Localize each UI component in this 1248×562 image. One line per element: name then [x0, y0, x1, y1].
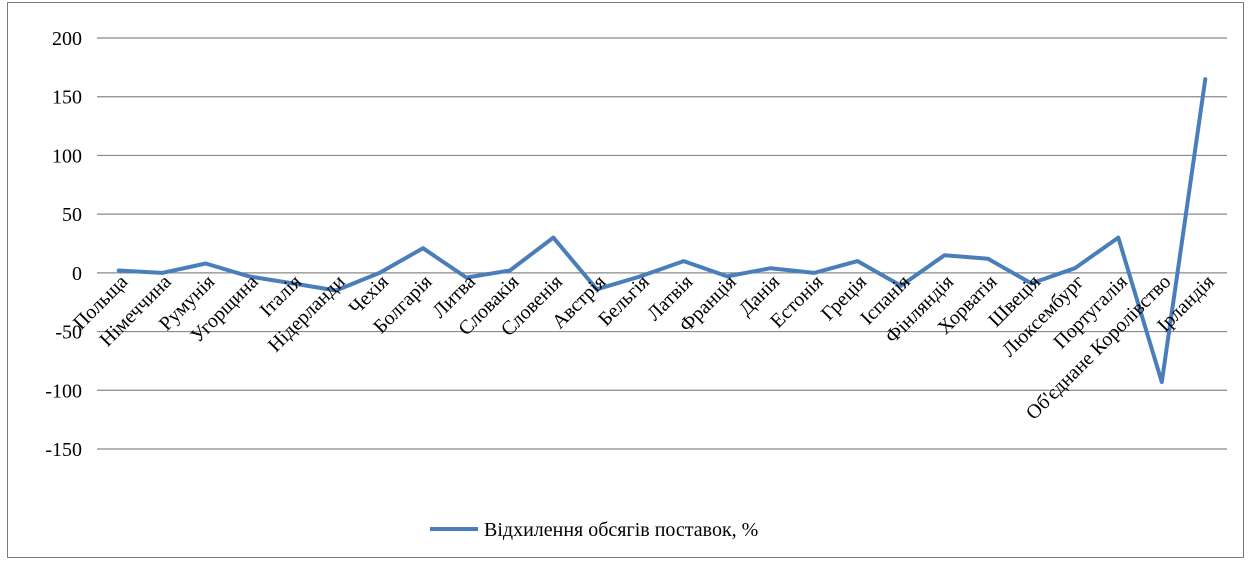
data-point	[508, 269, 512, 272]
y-tick-label: 100	[52, 145, 82, 167]
data-point	[856, 259, 859, 263]
y-tick-label: -150	[45, 439, 82, 461]
category-labels: ПольщаНімеччинаРумуніяУгорщинаІталіяНіде…	[69, 271, 1219, 425]
data-point	[986, 257, 990, 260]
y-tick-label: -100	[45, 380, 82, 402]
data-point	[117, 269, 120, 272]
data-point	[1160, 380, 1164, 384]
series-group	[116, 77, 1208, 385]
gridlines	[97, 37, 1227, 450]
y-tick-label: 0	[72, 263, 82, 285]
data-point	[1030, 282, 1033, 285]
legend: Відхилення обсягів поставок, %	[430, 519, 758, 541]
data-point	[334, 289, 338, 292]
y-tick-label: 150	[52, 87, 82, 109]
data-point	[899, 284, 903, 287]
data-point	[943, 254, 946, 257]
data-point	[204, 262, 207, 265]
y-tick-label: -50	[55, 322, 82, 344]
data-point	[682, 259, 685, 263]
legend-label: Відхилення обсягів поставок, %	[484, 519, 758, 541]
data-point	[639, 275, 642, 278]
data-point	[769, 266, 772, 270]
data-point	[247, 275, 251, 278]
series-line	[116, 77, 1208, 385]
data-point	[1204, 77, 1207, 81]
data-point	[595, 288, 599, 291]
y-axis-ticks: 200 150 100 50 0 -50 -100 -150	[45, 28, 82, 461]
data-point	[812, 271, 816, 275]
y-tick-label: 50	[62, 204, 82, 226]
data-point	[1073, 266, 1077, 270]
data-point	[465, 276, 468, 279]
data-point	[725, 275, 729, 278]
data-point	[378, 271, 381, 275]
data-point	[1117, 236, 1120, 239]
data-point	[552, 236, 555, 239]
data-point	[291, 282, 294, 285]
y-tick-label: 200	[52, 28, 82, 50]
data-point	[421, 246, 425, 250]
data-point	[160, 271, 164, 275]
